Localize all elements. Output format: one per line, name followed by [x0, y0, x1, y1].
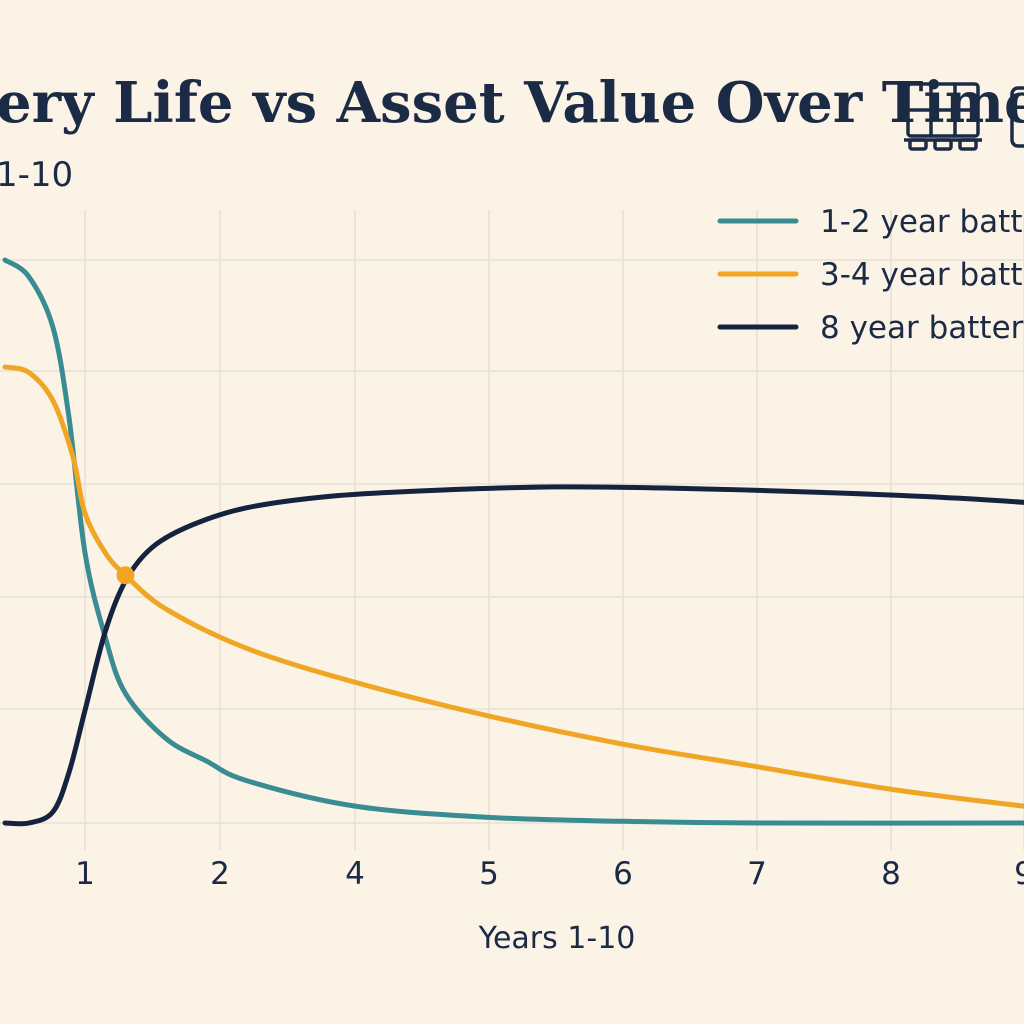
x-axis-label: Years 1-10 — [478, 921, 636, 956]
x-tick-label: 1 — [75, 856, 95, 892]
x-tick-label: 4 — [345, 856, 365, 892]
battery-icon — [1010, 86, 1024, 148]
legend-label: 8 year batter, — [820, 310, 1024, 346]
solar-panel-icon — [904, 82, 982, 151]
chart-title: ery Life vs Asset Value Over Time — [0, 70, 1024, 136]
annotation-markers — [116, 566, 135, 585]
x-tick-label: 9 — [1014, 856, 1024, 892]
x-tick-label: 8 — [881, 856, 901, 892]
x-tick-label: 6 — [613, 856, 633, 892]
series-line-2 — [2, 364, 1024, 809]
legend-label: 1-2 year batt — [820, 204, 1022, 240]
x-axis-ticks: 1 2 4 5 6 7 8 9 — [75, 856, 1024, 892]
grid-lines — [0, 210, 1024, 850]
series-lines — [2, 257, 1024, 827]
series-line-3 — [2, 484, 1024, 827]
intersection-marker — [116, 566, 135, 585]
x-tick-label: 5 — [479, 856, 499, 892]
legend: 1-2 year batt 3-4 year batt 8 year batter, — [717, 204, 1024, 346]
legend-label: 3-4 year batt — [820, 257, 1022, 293]
x-tick-label: 7 — [747, 856, 767, 892]
chart-subtitle: 1-10 — [0, 155, 73, 195]
series-line-1 — [2, 257, 1024, 826]
x-tick-label: 2 — [210, 856, 230, 892]
